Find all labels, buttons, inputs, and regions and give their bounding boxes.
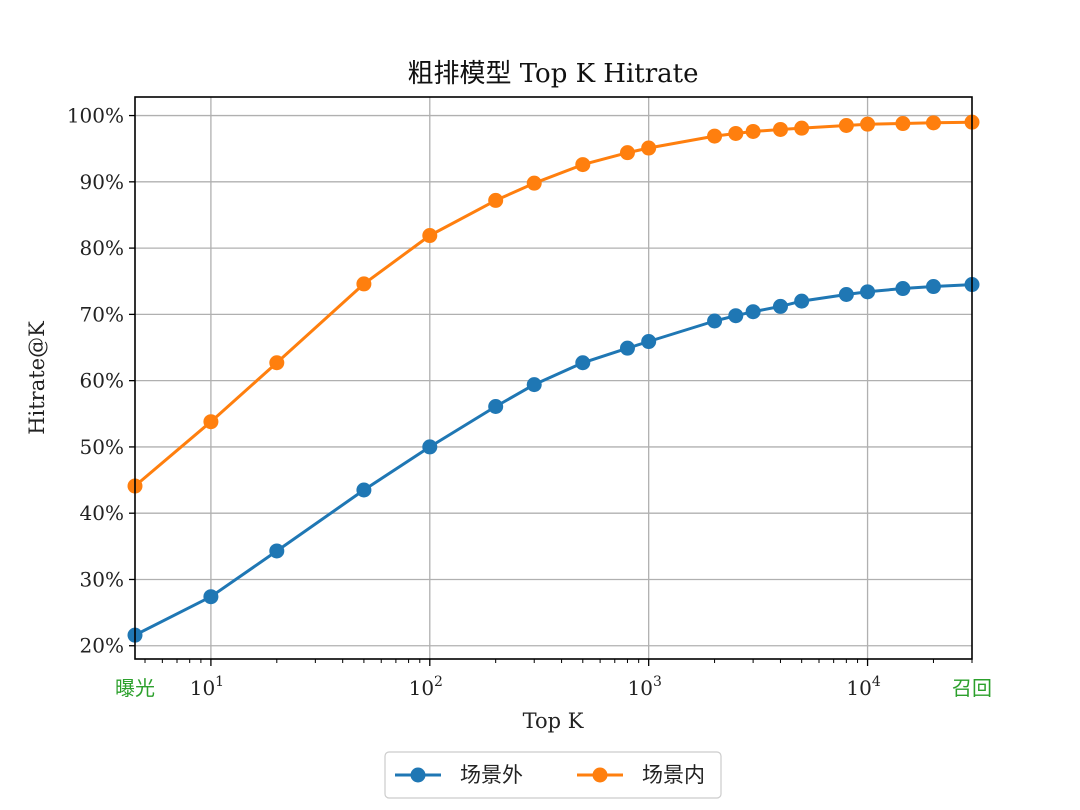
legend-box [384, 751, 722, 799]
data-point-1 [203, 414, 219, 430]
data-point-1 [838, 117, 854, 133]
data-point-0 [488, 398, 504, 414]
y-tick-label: 80% [80, 236, 124, 260]
data-point-1 [860, 116, 876, 132]
data-point-0 [772, 298, 788, 314]
data-point-0 [356, 482, 372, 498]
data-point-0 [895, 281, 911, 297]
data-point-0 [860, 284, 876, 300]
data-point-1 [772, 121, 788, 137]
y-tick-label: 50% [80, 435, 124, 459]
y-tick-label: 40% [80, 501, 124, 525]
x-axis: 101 102 103 104 曝光 召回 [115, 659, 992, 700]
data-point-1 [488, 192, 504, 208]
legend-marker-outside [410, 767, 426, 783]
x-tick-label: 101 [190, 674, 224, 700]
data-point-0 [745, 304, 761, 320]
grid-lines [135, 97, 972, 659]
x-end-label-right: 召回 [952, 676, 992, 700]
legend-label-inside: 场景内 [642, 763, 705, 787]
data-point-0 [707, 313, 723, 329]
data-point-0 [794, 293, 810, 309]
data-point-0 [728, 308, 744, 324]
x-axis-label: Top K [523, 709, 584, 733]
data-point-1 [575, 157, 591, 173]
data-point-1 [641, 140, 657, 156]
data-point-1 [422, 228, 438, 244]
data-point-1 [728, 125, 744, 141]
data-point-1 [895, 116, 911, 132]
data-point-0 [203, 589, 219, 605]
x-end-label-left: 曝光 [115, 676, 155, 700]
y-tick-label: 20% [80, 634, 124, 658]
data-point-1 [269, 355, 285, 371]
data-point-1 [619, 145, 635, 161]
data-point-0 [269, 543, 285, 559]
series-layer [127, 114, 980, 643]
chart-title: 粗排模型 Top K Hitrate [407, 59, 698, 89]
y-tick-label: 30% [80, 567, 124, 591]
data-point-0 [575, 355, 591, 371]
data-point-1 [356, 276, 372, 292]
data-point-1 [707, 128, 723, 144]
data-point-0 [925, 279, 941, 295]
data-point-1 [925, 115, 941, 131]
data-point-1 [745, 123, 761, 139]
y-tick-label: 100% [67, 104, 124, 128]
plot-frame [134, 96, 973, 660]
legend: 场景外 场景内 [384, 751, 722, 799]
x-tick-label: 104 [846, 674, 880, 700]
legend-label-outside: 场景外 [460, 763, 523, 787]
data-point-0 [526, 377, 542, 393]
data-point-1 [794, 120, 810, 136]
y-tick-label: 70% [80, 302, 124, 326]
y-tick-label: 90% [80, 170, 124, 194]
x-tick-label: 102 [409, 674, 443, 700]
data-point-0 [641, 334, 657, 350]
legend-marker-inside [592, 767, 608, 783]
series-line-0 [134, 283, 973, 637]
y-axis: 20% 30% 40% 50% 60% 70% 80% 90% 100% [67, 104, 135, 658]
y-tick-label: 60% [80, 369, 124, 393]
series-line-1 [134, 120, 973, 488]
x-tick-label: 103 [627, 674, 661, 700]
data-point-0 [422, 439, 438, 455]
data-point-1 [526, 175, 542, 191]
data-point-0 [619, 340, 635, 356]
data-point-0 [838, 286, 854, 302]
y-axis-label: Hitrate@K [25, 321, 49, 435]
